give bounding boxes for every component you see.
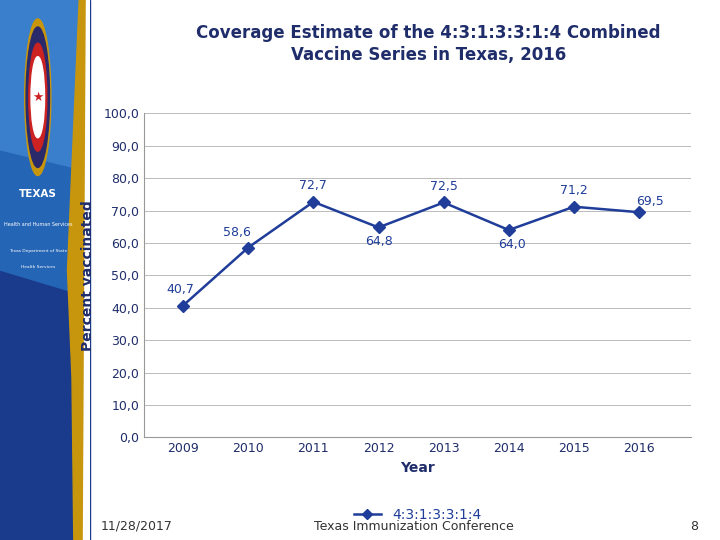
Polygon shape	[83, 0, 90, 540]
Polygon shape	[0, 0, 90, 205]
X-axis label: Year: Year	[400, 461, 435, 475]
Text: ★: ★	[32, 91, 43, 104]
Circle shape	[26, 27, 50, 167]
Text: 40,7: 40,7	[166, 283, 194, 296]
Text: Texas Department of State: Texas Department of State	[9, 249, 67, 253]
Text: TEXAS: TEXAS	[19, 190, 57, 199]
Y-axis label: Percent vaccinated: Percent vaccinated	[81, 200, 95, 351]
Legend: 4:3:1:3:3:1:4: 4:3:1:3:3:1:4	[348, 503, 487, 528]
Text: Coverage Estimate of the 4:3:1:3:3:1:4 Combined: Coverage Estimate of the 4:3:1:3:3:1:4 C…	[196, 24, 661, 42]
Text: 72,7: 72,7	[300, 179, 328, 192]
Text: 71,2: 71,2	[560, 184, 588, 197]
Text: Health and Human Services: Health and Human Services	[4, 221, 72, 227]
Polygon shape	[68, 0, 90, 540]
Text: 64,0: 64,0	[498, 238, 526, 251]
Polygon shape	[0, 151, 90, 297]
Text: Texas Immunization Conference: Texas Immunization Conference	[314, 520, 514, 533]
Text: 69,5: 69,5	[636, 195, 664, 208]
Circle shape	[29, 43, 47, 151]
Text: 58,6: 58,6	[223, 226, 251, 239]
Circle shape	[24, 19, 51, 176]
Circle shape	[31, 57, 45, 138]
Text: 64,8: 64,8	[364, 235, 392, 248]
Text: 8: 8	[690, 520, 698, 533]
Text: Vaccine Series in Texas, 2016: Vaccine Series in Texas, 2016	[291, 46, 566, 64]
Text: 72,5: 72,5	[430, 180, 458, 193]
Text: Health Services: Health Services	[21, 265, 55, 269]
Text: 11/28/2017: 11/28/2017	[101, 520, 173, 533]
